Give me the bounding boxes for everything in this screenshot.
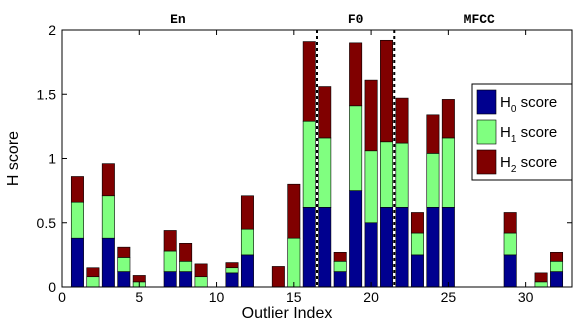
- bar-h2-x14: [271, 266, 285, 288]
- bar-h2-x18: [333, 252, 347, 262]
- section-label-en: En: [170, 12, 186, 27]
- legend-label-h0: H0 score: [500, 94, 557, 115]
- bar-h0-x22: [395, 207, 409, 288]
- bar-h2-x17: [318, 86, 332, 139]
- bar-h1-x23: [410, 232, 424, 256]
- bar-h2-x7: [163, 230, 177, 252]
- bar-h0-x8: [179, 271, 193, 288]
- section-label-f0: F0: [348, 12, 364, 27]
- bar-h0-x32: [550, 271, 564, 288]
- bar-h1-x16: [302, 120, 316, 208]
- bar-h0-x7: [163, 271, 177, 288]
- y-tick-label-2: 1: [48, 151, 56, 167]
- bar-h2-x3: [101, 163, 115, 197]
- bar-h1-x19: [349, 105, 363, 191]
- bar-h1-x12: [240, 228, 254, 256]
- bar-h2-x1: [70, 176, 84, 203]
- bar-h2-x8: [179, 243, 193, 262]
- bar-h2-x21: [380, 39, 394, 143]
- bar-h1-x3: [101, 195, 115, 239]
- bar-h1-x4: [117, 257, 131, 272]
- x-tick-label-10: 10: [209, 289, 225, 305]
- bar-h2-x31: [534, 272, 548, 283]
- y-tick-label-0: 0: [48, 279, 56, 295]
- bar-h2-x2: [86, 267, 100, 278]
- bar-h2-x12: [240, 195, 254, 230]
- bar-h2-x22: [395, 97, 409, 144]
- legend-swatch-h2: [476, 149, 497, 175]
- legend-label-h2: H2 score: [500, 154, 557, 175]
- bar-h2-x15: [287, 183, 301, 239]
- bar-h0-x11: [225, 272, 239, 288]
- bar-h1-x25: [441, 137, 455, 208]
- bar-h0-x25: [441, 207, 455, 288]
- bar-h2-x11: [225, 262, 239, 269]
- bar-h0-x21: [380, 207, 394, 288]
- bar-h1-x11: [225, 267, 239, 274]
- bar-h1-x29: [503, 232, 517, 256]
- y-tick-label-4: 2: [48, 22, 56, 38]
- bar-h0-x3: [101, 237, 115, 288]
- bar-h0-x29: [503, 254, 517, 288]
- bar-h1-x9: [194, 276, 208, 288]
- bar-h0-x18: [333, 271, 347, 288]
- bar-h2-x24: [426, 114, 440, 154]
- bar-h1-x17: [318, 137, 332, 208]
- bar-h1-x7: [163, 250, 177, 272]
- bar-h0-x17: [318, 207, 332, 288]
- bar-h1-x24: [426, 153, 440, 208]
- bar-h1-x31: [534, 281, 548, 288]
- x-tick-label-5: 5: [135, 289, 143, 305]
- bar-h2-x25: [441, 99, 455, 139]
- bar-h1-x18: [333, 260, 347, 272]
- bar-h0-x19: [349, 190, 363, 288]
- x-tick-label-0: 0: [58, 289, 66, 305]
- bar-h0-x16: [302, 207, 316, 288]
- bar-h2-x32: [550, 252, 564, 262]
- bar-h1-x21: [380, 141, 394, 208]
- legend-swatch-h1: [476, 119, 497, 145]
- legend-swatch-h0: [476, 89, 497, 115]
- y-axis-title: H score: [5, 131, 22, 186]
- bar-h1-x8: [179, 260, 193, 272]
- y-tick-label-3: 1.5: [37, 86, 57, 102]
- bar-h2-x20: [364, 79, 378, 152]
- bar-h0-x24: [426, 207, 440, 288]
- bar-h2-x29: [503, 212, 517, 234]
- x-tick-label-30: 30: [518, 289, 534, 305]
- bar-h1-x20: [364, 150, 378, 224]
- bar-h0-x4: [117, 271, 131, 288]
- bar-h1-x22: [395, 142, 409, 208]
- bar-h0-x23: [410, 254, 424, 288]
- bar-h1-x1: [70, 201, 84, 239]
- bar-h2-x16: [302, 41, 316, 122]
- bar-h2-x4: [117, 246, 131, 258]
- legend-label-h1: H1 score: [500, 124, 557, 145]
- bar-h1-x32: [550, 260, 564, 272]
- bar-h1-x15: [287, 237, 301, 288]
- bar-h1-x2: [86, 276, 100, 288]
- bar-h0-x12: [240, 254, 254, 288]
- section-label-mfcc: MFCC: [464, 12, 495, 27]
- bar-h2-x5: [132, 275, 146, 283]
- x-tick-label-20: 20: [363, 289, 379, 305]
- bar-h2-x19: [349, 42, 363, 107]
- bar-h0-x20: [364, 222, 378, 288]
- x-tick-label-15: 15: [286, 289, 302, 305]
- y-tick-label-1: 0.5: [37, 215, 57, 231]
- bar-h0-x1: [70, 237, 84, 288]
- bar-h2-x9: [194, 263, 208, 278]
- x-axis-title: Outlier Index: [242, 305, 333, 320]
- x-tick-label-25: 25: [441, 289, 457, 305]
- bar-h2-x23: [410, 212, 424, 234]
